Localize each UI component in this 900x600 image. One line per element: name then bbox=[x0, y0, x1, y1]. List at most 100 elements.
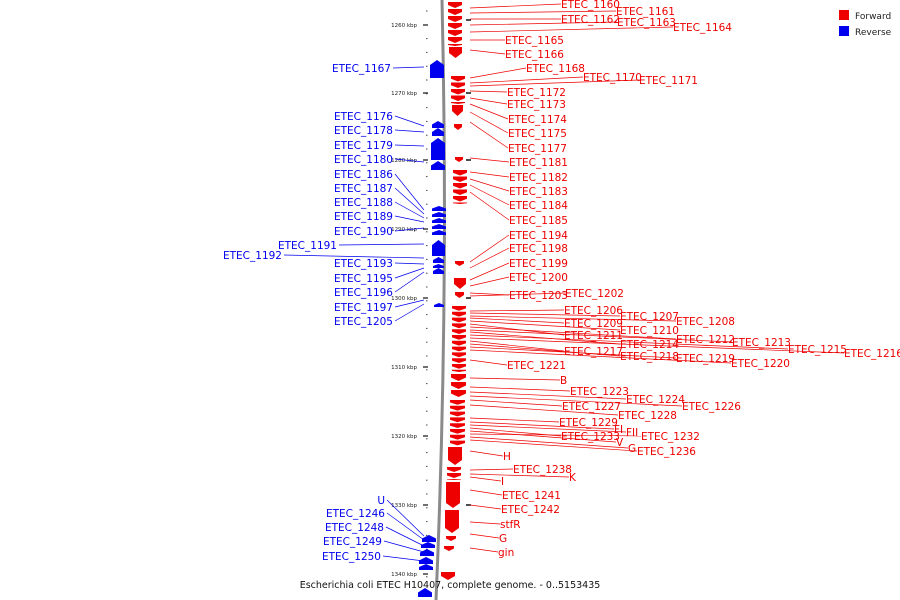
forward-gene-label[interactable]: ETEC_1202 bbox=[565, 288, 624, 300]
forward-gene-label[interactable]: ETEC_1184 bbox=[509, 200, 568, 212]
reverse-gene[interactable] bbox=[432, 206, 446, 211]
reverse-gene-label[interactable]: ETEC_1176 bbox=[334, 111, 393, 123]
forward-gene-label[interactable]: G bbox=[499, 533, 507, 545]
forward-gene-label[interactable]: ETEC_1200 bbox=[509, 272, 568, 284]
reverse-gene[interactable] bbox=[432, 218, 446, 223]
forward-gene[interactable] bbox=[450, 400, 465, 405]
forward-gene[interactable] bbox=[446, 536, 456, 541]
forward-gene-label[interactable]: ETEC_1224 bbox=[626, 394, 685, 406]
reverse-gene[interactable] bbox=[433, 268, 444, 274]
forward-gene[interactable] bbox=[451, 89, 465, 95]
forward-gene-label[interactable]: ETEC_1232 bbox=[641, 431, 700, 443]
forward-gene[interactable] bbox=[452, 369, 466, 372]
forward-gene[interactable] bbox=[452, 323, 466, 329]
reverse-gene-label[interactable]: ETEC_1187 bbox=[334, 183, 393, 195]
forward-gene-label[interactable]: ETEC_1241 bbox=[502, 490, 561, 502]
forward-gene[interactable] bbox=[450, 417, 465, 423]
forward-gene-label[interactable]: ETEC_1229 bbox=[559, 417, 618, 429]
reverse-gene[interactable] bbox=[432, 230, 446, 235]
forward-gene-label[interactable]: ETEC_1194 bbox=[509, 230, 568, 242]
forward-gene-label[interactable]: ETEC_1173 bbox=[507, 99, 566, 111]
forward-gene-label[interactable]: ETEC_1217 bbox=[564, 346, 623, 358]
forward-gene-label[interactable]: ETEC_1170 bbox=[583, 72, 642, 84]
forward-gene[interactable] bbox=[453, 196, 467, 202]
forward-gene-label[interactable]: K bbox=[569, 472, 577, 484]
reverse-gene-label[interactable]: ETEC_1205 bbox=[334, 316, 393, 328]
forward-gene-label[interactable]: ETEC_1175 bbox=[508, 128, 567, 140]
forward-gene-label[interactable]: ETEC_1214 bbox=[620, 339, 679, 351]
forward-gene[interactable] bbox=[448, 447, 462, 465]
reverse-gene[interactable] bbox=[419, 564, 433, 570]
forward-gene-label[interactable]: ETEC_1199 bbox=[509, 258, 568, 270]
forward-gene[interactable] bbox=[446, 482, 460, 508]
reverse-gene[interactable] bbox=[420, 549, 434, 556]
reverse-gene[interactable] bbox=[432, 212, 446, 217]
forward-gene[interactable] bbox=[450, 411, 465, 417]
forward-gene[interactable] bbox=[441, 572, 455, 580]
forward-gene-label[interactable]: ETEC_1223 bbox=[570, 386, 629, 398]
forward-gene[interactable] bbox=[453, 183, 467, 189]
forward-gene[interactable] bbox=[451, 95, 465, 102]
forward-gene-label[interactable]: ETEC_1212 bbox=[676, 334, 735, 346]
forward-gene-label[interactable]: ETEC_1219 bbox=[676, 353, 735, 365]
forward-gene-label[interactable]: ETEC_1208 bbox=[676, 316, 735, 328]
forward-gene-label[interactable]: ETEC_1160 bbox=[561, 0, 620, 11]
forward-gene-label[interactable]: ETEC_1174 bbox=[508, 114, 567, 126]
forward-gene-label[interactable]: ETEC_1162 bbox=[561, 14, 620, 26]
forward-gene-label[interactable]: ETEC_1242 bbox=[501, 504, 560, 516]
forward-gene[interactable] bbox=[452, 352, 466, 358]
reverse-gene-label[interactable]: ETEC_1179 bbox=[334, 140, 393, 152]
forward-gene-label[interactable]: ETEC_1233 bbox=[561, 431, 620, 443]
forward-gene-label[interactable]: ETEC_1209 bbox=[564, 318, 623, 330]
forward-gene[interactable] bbox=[451, 382, 466, 389]
forward-gene[interactable] bbox=[450, 434, 465, 440]
reverse-gene-label[interactable]: U bbox=[377, 495, 385, 507]
forward-gene[interactable] bbox=[448, 2, 462, 8]
forward-gene-label[interactable]: ETEC_1182 bbox=[509, 172, 568, 184]
reverse-gene[interactable] bbox=[432, 121, 444, 128]
reverse-gene[interactable] bbox=[431, 138, 445, 160]
forward-gene-label[interactable]: ETEC_1172 bbox=[507, 87, 566, 99]
forward-gene-label[interactable]: ETEC_1163 bbox=[617, 17, 676, 29]
forward-gene-label[interactable]: ETEC_1185 bbox=[509, 215, 568, 227]
reverse-gene-label[interactable]: ETEC_1195 bbox=[334, 273, 393, 285]
reverse-gene-label[interactable]: ETEC_1249 bbox=[323, 536, 382, 548]
forward-gene-label[interactable]: B bbox=[560, 375, 567, 387]
forward-gene-label[interactable]: ETEC_1171 bbox=[639, 75, 698, 87]
reverse-gene-label[interactable]: ETEC_1167 bbox=[332, 63, 391, 75]
forward-gene[interactable] bbox=[453, 170, 467, 176]
reverse-gene[interactable] bbox=[422, 535, 436, 542]
reverse-gene[interactable] bbox=[434, 303, 444, 307]
reverse-gene-label[interactable]: ETEC_1192 bbox=[223, 250, 282, 262]
forward-gene-label[interactable]: ETEC_1210 bbox=[620, 325, 679, 337]
reverse-gene-label[interactable]: ETEC_1197 bbox=[334, 302, 393, 314]
forward-gene-label[interactable]: ETEC_1215 bbox=[788, 344, 847, 356]
forward-gene-label[interactable]: H bbox=[503, 451, 511, 463]
forward-gene-label[interactable]: ETEC_1238 bbox=[513, 464, 572, 476]
forward-gene-label[interactable]: ETEC_1165 bbox=[505, 35, 564, 47]
forward-gene[interactable] bbox=[451, 102, 465, 104]
forward-gene-label[interactable]: ETEC_1213 bbox=[732, 337, 791, 349]
forward-gene-label[interactable]: G bbox=[628, 443, 636, 455]
reverse-gene-label[interactable]: ETEC_1178 bbox=[334, 125, 393, 137]
reverse-gene-label[interactable]: ETEC_1196 bbox=[334, 287, 393, 299]
reverse-gene[interactable] bbox=[418, 588, 432, 597]
forward-gene-label[interactable]: ETEC_1198 bbox=[509, 243, 568, 255]
reverse-gene-label[interactable]: ETEC_1246 bbox=[326, 508, 385, 520]
forward-gene[interactable] bbox=[452, 105, 463, 116]
forward-gene[interactable] bbox=[455, 261, 464, 266]
forward-gene[interactable] bbox=[453, 202, 467, 205]
forward-gene[interactable] bbox=[450, 423, 465, 428]
forward-gene-label[interactable]: ETEC_1177 bbox=[508, 143, 567, 155]
forward-gene[interactable] bbox=[448, 9, 462, 15]
reverse-gene-label[interactable]: ETEC_1188 bbox=[334, 197, 393, 209]
forward-gene[interactable] bbox=[445, 510, 459, 533]
reverse-gene[interactable] bbox=[432, 240, 445, 256]
forward-gene-label[interactable]: ETEC_1211 bbox=[564, 330, 623, 342]
forward-gene-label[interactable]: FI bbox=[614, 424, 623, 436]
reverse-gene[interactable] bbox=[430, 60, 444, 78]
forward-gene-label[interactable]: V bbox=[616, 437, 624, 449]
forward-gene[interactable] bbox=[448, 37, 462, 43]
forward-gene[interactable] bbox=[448, 30, 462, 36]
forward-gene-label[interactable]: ETEC_1218 bbox=[620, 351, 679, 363]
